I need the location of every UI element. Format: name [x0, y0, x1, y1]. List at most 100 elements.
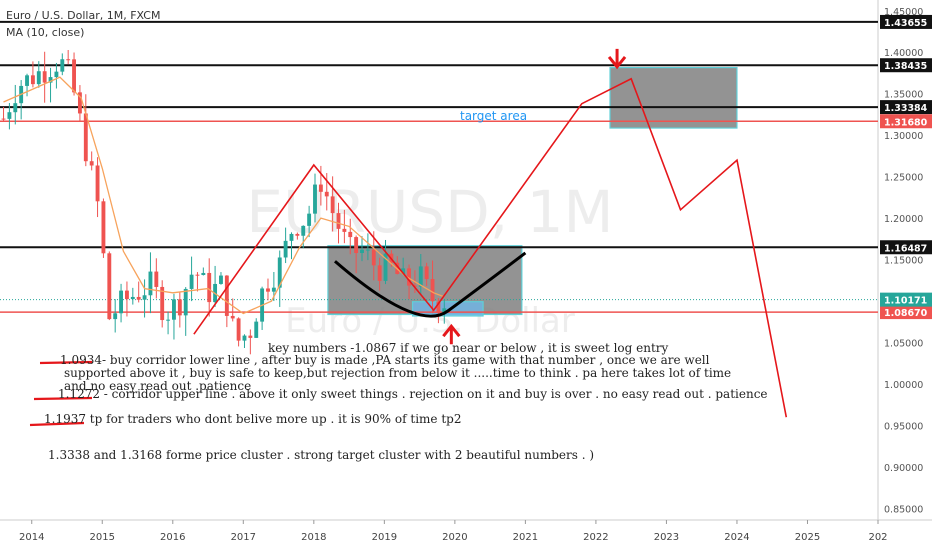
candle-body [342, 228, 347, 232]
level-badge [880, 14, 932, 29]
candle-body [207, 272, 212, 303]
x-tick-label: 2025 [795, 532, 820, 543]
level-label: 1.16487 [884, 243, 927, 254]
candle-body [1, 118, 6, 120]
candle-body [148, 271, 153, 296]
up-arrow-icon [442, 323, 461, 345]
candle-body [301, 225, 306, 236]
y-tick-label: 1.40000 [884, 48, 923, 59]
candle-body [336, 213, 341, 229]
watermark-ticker: EURUSD, 1M [246, 178, 613, 246]
candle-body [418, 266, 423, 287]
x-tick-label: 2017 [231, 532, 256, 543]
symbol-title: Euro / U.S. Dollar, 1M, FXCM [6, 9, 161, 22]
target-area-label: target area [460, 109, 528, 123]
candle-body [107, 253, 112, 320]
y-tick-label: 1.05000 [884, 339, 923, 350]
tp2-note: 1.1937 tp for traders who dont belive mo… [44, 412, 462, 426]
candle-body [136, 296, 141, 300]
x-tick-label: 2020 [442, 532, 467, 543]
buy-corridor-note-3: and no easy read out .patience [64, 379, 252, 393]
moving-average-line [3, 76, 445, 315]
candle-body [66, 59, 71, 61]
candle-body [424, 266, 429, 280]
candle-body [42, 71, 47, 83]
candle-body [377, 265, 382, 281]
y-tick-label: 1.15000 [884, 256, 923, 267]
level-badge [880, 305, 932, 320]
x-tick-label: 2015 [90, 532, 115, 543]
y-tick-label: 1.20000 [884, 214, 923, 225]
candle-body [313, 184, 317, 214]
level-label: 1.31680 [884, 117, 928, 128]
y-tick-label: 1.30000 [884, 131, 923, 142]
x-tick-label: 2024 [724, 532, 749, 543]
note-underline [29, 421, 85, 427]
candle-body [25, 75, 29, 86]
candle-body [160, 286, 165, 321]
candle-body [442, 308, 447, 314]
candle-body [189, 274, 194, 289]
candle-body [183, 288, 188, 316]
candle-body [318, 184, 323, 192]
y-tick-label: 1.00000 [884, 380, 923, 391]
candle-body [166, 319, 171, 321]
down-arrow-icon [607, 48, 627, 70]
candle-body [254, 321, 259, 338]
candle-body [407, 268, 411, 286]
candle-body [13, 103, 18, 113]
cluster-note: 1.3338 and 1.3168 forme price cluster . … [48, 448, 595, 462]
candle-body [436, 301, 441, 314]
note-underline [33, 396, 93, 401]
current-price-badge [880, 292, 932, 307]
note-underline [39, 360, 93, 365]
current-price-label: 1.10171 [884, 296, 927, 307]
candle-body [307, 213, 312, 226]
candle-body [242, 335, 247, 341]
zone-box [411, 301, 484, 317]
candle-body [101, 201, 106, 254]
candle-body [54, 71, 59, 78]
level-label: 1.08670 [884, 308, 928, 319]
y-tick-label: 0.95000 [884, 421, 923, 432]
candle-body [230, 315, 235, 319]
candle-body [365, 249, 370, 251]
candle-body [371, 249, 376, 266]
candle-body [401, 268, 406, 274]
candle-body [36, 71, 41, 85]
candle-body [430, 279, 435, 302]
candle-body [289, 233, 294, 241]
candle-body [130, 296, 135, 300]
candle-body [219, 275, 223, 284]
level-badge [880, 240, 932, 255]
x-tick-label: 2022 [583, 532, 608, 543]
y-tick-label: 1.45000 [884, 7, 923, 18]
zone-box [609, 66, 738, 129]
candle-body [154, 271, 159, 287]
key-numbers-note: key numbers -1.0867 if we go near or bel… [268, 341, 669, 355]
candle-body [119, 290, 124, 314]
candle-body [348, 231, 353, 238]
level-label: 1.33384 [884, 103, 928, 114]
candle-body [271, 287, 276, 292]
candle-body [177, 299, 182, 316]
x-tick-label: 2014 [19, 532, 44, 543]
candle-body [412, 285, 417, 287]
level-badge [880, 58, 932, 73]
level-label: 1.43655 [884, 18, 927, 29]
buy-corridor-note-1: 1.0934- buy corridor lower line , after … [60, 353, 710, 367]
candle-body [89, 161, 94, 166]
y-tick-label: 1.35000 [884, 90, 923, 101]
candle-body [48, 77, 53, 83]
candle-body [266, 288, 270, 292]
x-tick-label: 2023 [654, 532, 679, 543]
candle-body [283, 240, 288, 258]
y-tick-label: 1.25000 [884, 173, 923, 184]
candle-body [83, 113, 88, 162]
ma-legend: MA (10, close) [6, 26, 85, 39]
candle-body [60, 59, 65, 72]
candle-body [125, 290, 129, 300]
candle-body [95, 165, 100, 202]
level-badge [880, 114, 932, 129]
